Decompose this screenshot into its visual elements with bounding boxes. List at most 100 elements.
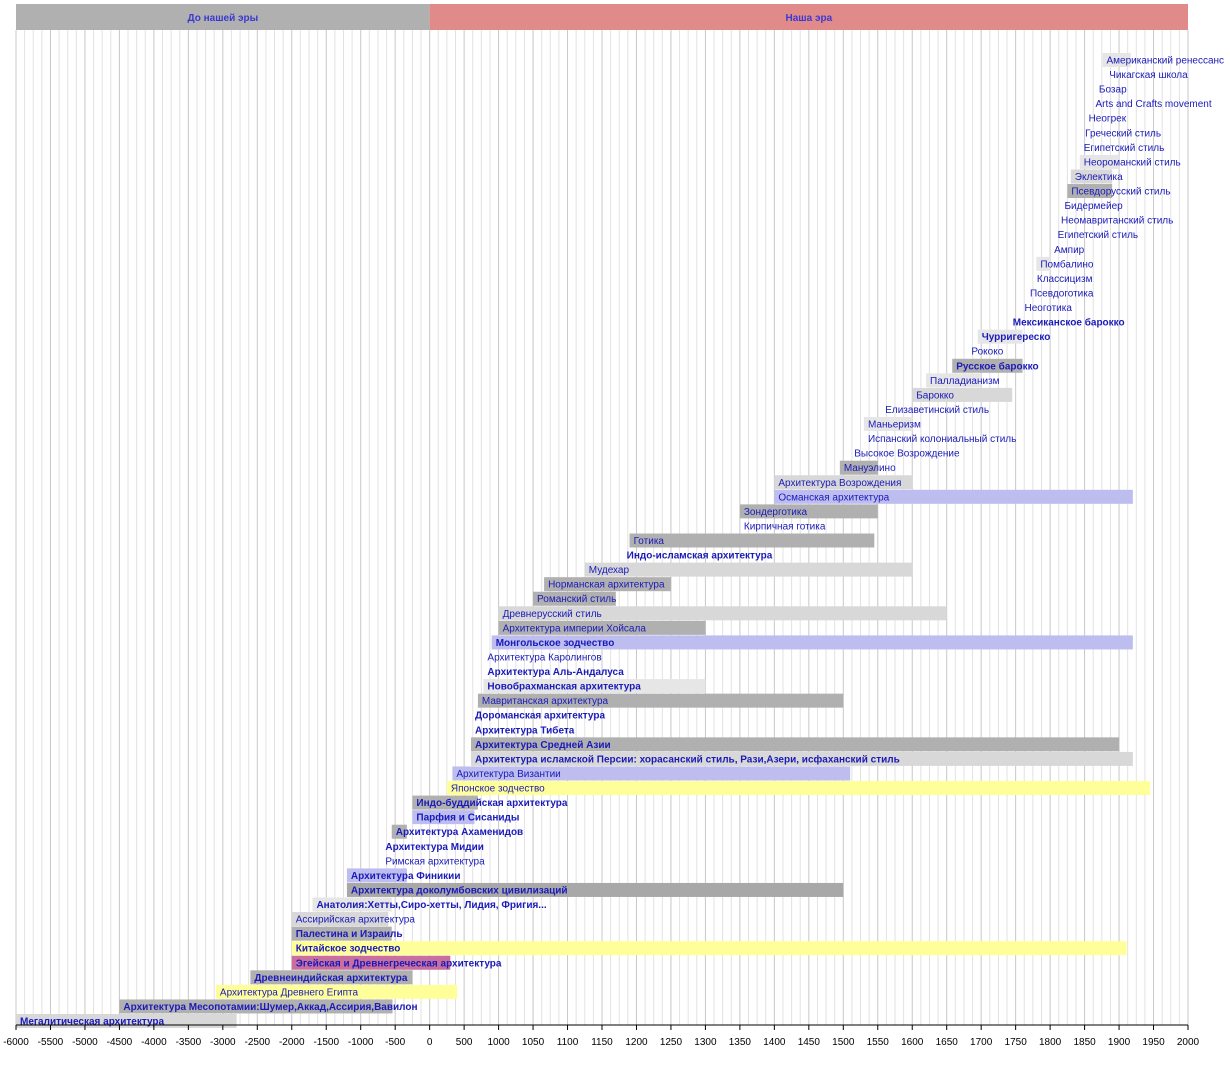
grid-lines [15, 30, 1189, 1025]
style-label: Arts and Crafts movement [1095, 99, 1211, 110]
style-label: Зондерготика [744, 507, 808, 518]
style-label: Рококо [971, 347, 1003, 358]
x-tick-label: 500 [456, 1037, 473, 1048]
style-label: Архитектура Средней Азии [475, 740, 611, 751]
era-band [429, 4, 1188, 30]
style-label: Барокко [916, 390, 954, 401]
x-tick-label: -2000 [279, 1037, 305, 1048]
style-label: Архитектура Месопотамии:Шумер,Аккад,Асси… [123, 1002, 417, 1013]
style-label: Чурригереско [982, 332, 1051, 343]
style-label: Индо-буддийская архитектура [416, 797, 567, 809]
style-bar [346, 882, 844, 897]
style-label: Мудехар [589, 565, 630, 576]
style-label: Бидермейер [1064, 201, 1123, 212]
style-label: Архитектура Финикии [351, 871, 461, 882]
x-tick-label: -2500 [245, 1037, 271, 1048]
x-tick-label: 1850 [1073, 1037, 1096, 1048]
style-bar [119, 999, 393, 1014]
style-label: Мавританская архитектура [482, 696, 609, 707]
style-bar [1067, 184, 1113, 199]
style-label: Американский ренессанс [1107, 56, 1225, 67]
style-label: Мануэлино [844, 463, 896, 474]
style-label: Неомавританский стиль [1061, 216, 1173, 227]
style-label: Готика [634, 536, 665, 547]
style-bar [977, 329, 1023, 344]
style-bar [774, 475, 913, 490]
style-label: Анатолия:Хетты,Сиро-хетты, Лидия, Фригия… [316, 900, 546, 911]
style-bar [1102, 53, 1131, 67]
style-label: Египетский стиль [1058, 230, 1139, 241]
style-bar [412, 795, 478, 810]
style-bar [912, 387, 1013, 402]
style-bar [926, 373, 982, 388]
style-label: Романский стиль [537, 594, 616, 605]
style-label: Псевдоготика [1030, 288, 1094, 299]
style-label: Маньеризм [868, 420, 921, 431]
style-bar [1070, 169, 1113, 184]
style-label: Архитектура Тибета [475, 724, 575, 736]
x-tick-label: 1150 [591, 1037, 613, 1048]
style-bar [446, 781, 1151, 796]
style-label: Русское барокко [956, 360, 1038, 372]
style-label: Парфия и Сисаниды [416, 812, 519, 824]
style-bar [291, 912, 389, 927]
style-label: Ассирийская архитектура [296, 915, 416, 926]
x-tick-label: 1300 [694, 1037, 717, 1048]
style-label: Палладианизм [930, 376, 1000, 387]
style-bar [498, 606, 947, 621]
style-label: Чикагская школа [1109, 70, 1188, 81]
x-tick-label: 1650 [936, 1037, 959, 1048]
style-bar [498, 620, 706, 635]
x-tick-label: -5000 [72, 1037, 98, 1048]
era-label: До нашей эры [187, 13, 258, 24]
style-label: Греческий стиль [1085, 128, 1161, 139]
style-bar [471, 751, 1133, 766]
style-bar [483, 679, 706, 694]
style-label: Архитектура исламской Персии: хорасански… [475, 753, 900, 765]
style-bar [739, 504, 878, 519]
x-tick-label: -1000 [348, 1037, 374, 1048]
style-label: Помбалино [1040, 258, 1094, 270]
x-tick-label: 1500 [832, 1037, 855, 1048]
style-bar [291, 955, 451, 970]
style-label: Высокое Возрождение [854, 449, 960, 460]
style-label: Бозар [1099, 85, 1127, 96]
style-label: Норманская архитектура [548, 580, 665, 591]
era-band [16, 4, 430, 30]
x-tick-label: 1200 [625, 1037, 648, 1048]
style-bar [952, 358, 1023, 373]
x-tick-label: 1800 [1039, 1037, 1062, 1048]
x-tick-label: -6000 [3, 1037, 29, 1048]
style-label: Китайское зодчество [296, 944, 401, 955]
style-bar [291, 941, 1127, 956]
era-header: До нашей эры Наша эра [16, 4, 1188, 30]
style-bar [346, 868, 407, 883]
x-tick-label: -5500 [38, 1037, 64, 1048]
x-tick-label: -3500 [176, 1037, 202, 1048]
style-label: Римская архитектура [385, 856, 485, 867]
style-label: Архитектура Ахаменидов [396, 827, 523, 838]
style-label: Архитектура Возрождения [778, 478, 901, 489]
style-label: Египетский стиль [1084, 143, 1165, 154]
x-tick-label: -4000 [141, 1037, 167, 1048]
style-label: Мексиканское барокко [1013, 317, 1125, 329]
style-label: Ампир [1054, 245, 1085, 256]
x-axis: -6000 -5500 -5000 -4500 -4000 -3500 -3000 -2500… [3, 1024, 1200, 1048]
style-bar [1036, 256, 1051, 271]
style-label: Псевдорусский стиль [1071, 187, 1170, 198]
style-bar [584, 562, 913, 577]
style-label: Архитектура доколумбовских цивилизаций [351, 884, 568, 896]
style-label: Японское зодчество [451, 784, 545, 795]
x-tick-label: -500 [385, 1037, 405, 1048]
x-tick-label: 1750 [1005, 1037, 1028, 1048]
style-bars: Американский ренессанс Чикагская школа Боз… [16, 53, 1224, 1028]
style-label: Индо-исламская архитектура [627, 551, 773, 562]
style-label: Мегалитическая архитектура [20, 1017, 165, 1028]
x-tick-label: 1100 [557, 1037, 579, 1048]
style-bar [477, 693, 844, 708]
x-tick-label: 2000 [1177, 1037, 1200, 1048]
style-bar [491, 635, 1133, 650]
x-tick-label: 1400 [763, 1037, 786, 1048]
style-label: Архитектура Каролингов [487, 652, 601, 663]
x-tick-label: 0 [427, 1037, 433, 1048]
